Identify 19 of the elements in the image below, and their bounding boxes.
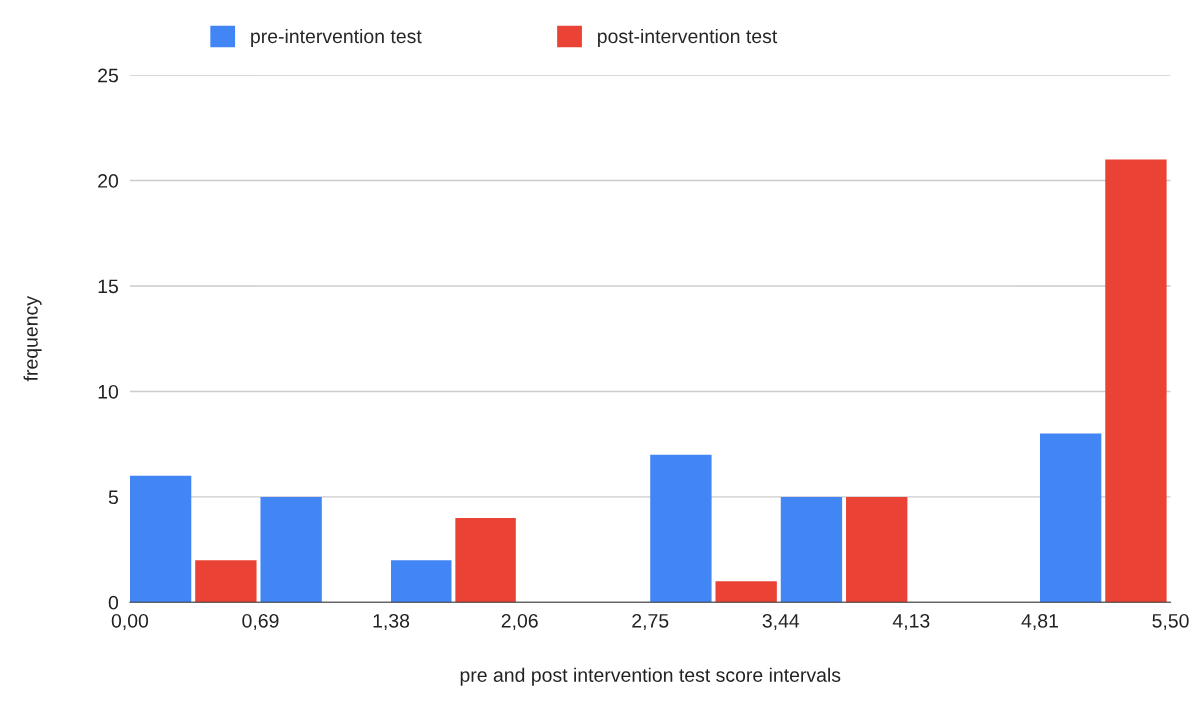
y-tick-label: 25 (98, 68, 118, 83)
x-tick-label: 1,38 (373, 613, 410, 631)
y-tick-label: 5 (108, 490, 118, 505)
y-tick-label: 15 (98, 279, 118, 294)
x-tick-label: 0,00 (111, 613, 149, 631)
y-tick-label: 0 (108, 595, 119, 610)
x-tick-label: 2,06 (501, 613, 538, 631)
legend-label: post-intervention test (598, 28, 778, 48)
x-tick-label: 4,13 (892, 613, 930, 631)
y-tick-label: 20 (98, 174, 119, 188)
x-axis-title: pre and post intervention test score intervals (460, 667, 841, 686)
y-tick-label: 10 (98, 384, 119, 399)
x-tick-label: 2,75 (632, 613, 669, 631)
x-tick-label: 3,44 (762, 613, 800, 631)
x-tick-label: 4,81 (1021, 613, 1058, 631)
x-tick-label: 5,50 (1152, 613, 1189, 631)
x-tick-label: 0,69 (242, 613, 279, 631)
y-axis-title: frequency (23, 296, 42, 382)
legend-label: pre-intervention test (251, 28, 422, 48)
